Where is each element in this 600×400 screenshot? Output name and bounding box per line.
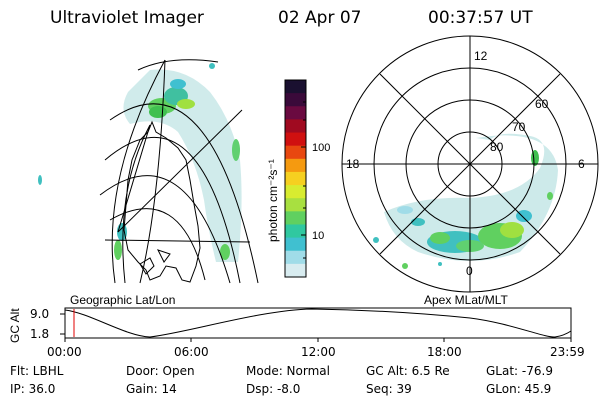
info-glat: GLat: -76.9 (486, 364, 553, 378)
info-mode: Mode: Normal (246, 364, 330, 378)
lat-label-70: 70 (512, 120, 526, 134)
mlt-label-0: 0 (466, 264, 473, 278)
colorbar-band (285, 145, 306, 160)
polar-grid (341, 35, 599, 293)
info-seq: Seq: 39 (366, 382, 412, 396)
colorbar-band (285, 250, 306, 265)
colorbar-band (285, 132, 306, 147)
mlt-label-18: 18 (346, 157, 360, 171)
colorbar-tick-100: 100 (312, 142, 330, 154)
colorbar-band (285, 106, 306, 120)
date-label: 02 Apr 07 (278, 8, 362, 28)
colorbar: 100 10 photon cm⁻²s⁻¹ (266, 79, 330, 278)
info-door: Door: Open (126, 364, 195, 378)
instrument-title: Ultraviolet Imager (50, 8, 204, 28)
info-filter: Flt: LBHL (10, 364, 64, 378)
geo-panel-label: Geographic Lat/Lon (70, 293, 175, 307)
colorbar-band (285, 224, 306, 239)
info-gc-alt: GC Alt: 6.5 Re (366, 364, 450, 378)
polar-panel-label: Apex MLat/MLT (424, 293, 508, 307)
timeline-tick-1200: 12:00 (301, 345, 336, 359)
colorbar-band (285, 211, 306, 226)
colorbar-tick-10: 10 (312, 230, 324, 242)
altitude-curve (64, 308, 572, 338)
timeline-y-high: 9.0 (30, 307, 50, 321)
timeline-tick-0600: 06:00 (174, 345, 209, 359)
colorbar-band (285, 198, 306, 212)
mlt-label-6: 6 (578, 157, 585, 171)
coastline-detail-geo (139, 249, 171, 275)
time-label: 00:37:57 UT (428, 8, 533, 28)
altitude-timeline: GC Alt (8, 307, 572, 343)
lat-label-60: 60 (535, 97, 549, 111)
colorbar-stops (285, 80, 306, 278)
colorbar-band (285, 171, 306, 186)
mlt-label-12: 12 (474, 49, 488, 63)
colorbar-band (285, 185, 306, 199)
coastline-geo (123, 120, 201, 283)
colorbar-band (285, 263, 306, 278)
aurora-blobs-polar (373, 150, 553, 269)
timeline-tick-0000: 00:00 (47, 345, 82, 359)
colorbar-band (285, 80, 306, 94)
aurora-haze-geo (123, 69, 242, 262)
polar-panel: 12 18 6 0 60 70 80 Apex MLat/MLT (341, 35, 599, 307)
timeline-tick-2359: 23:59 (550, 345, 585, 359)
colorbar-unit-label: photon cm⁻²s⁻¹ (266, 159, 280, 242)
lat-label-80: 80 (490, 140, 504, 154)
info-gain: Gain: 14 (126, 382, 177, 396)
info-dsp: Dsp: -8.0 (246, 382, 301, 396)
colorbar-band (285, 237, 306, 252)
colorbar-band (285, 119, 306, 134)
timeline-tick-1800: 18:00 (427, 345, 462, 359)
info-glon: GLon: 45.9 (486, 382, 552, 396)
geographic-panel: Geographic Lat/Lon (38, 59, 259, 307)
timeline-y-low: 1.8 (30, 327, 50, 341)
colorbar-band (285, 158, 306, 173)
colorbar-band (285, 93, 306, 107)
timeline-y-title: GC Alt (8, 308, 22, 343)
info-ip: IP: 36.0 (10, 382, 56, 396)
